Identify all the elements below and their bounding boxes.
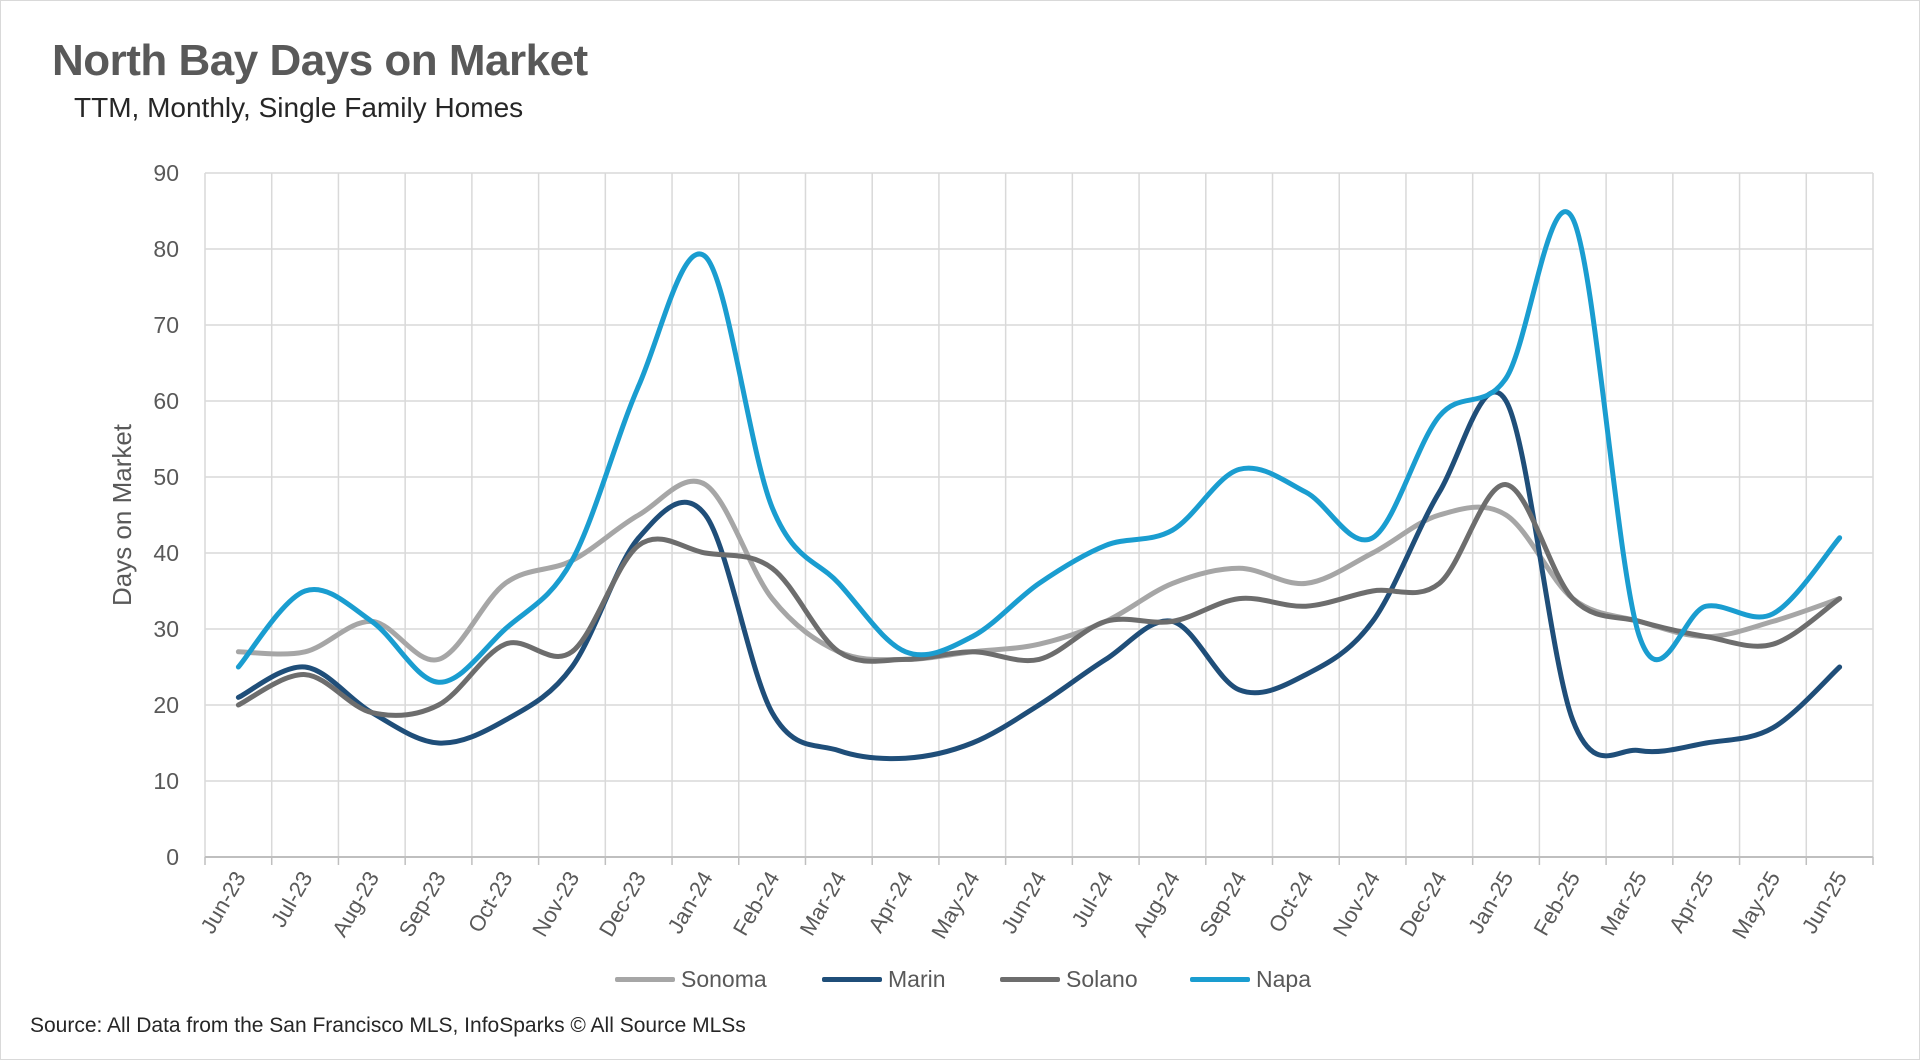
x-tick-label: Aug-23 xyxy=(327,867,384,941)
series-line-marin xyxy=(235,389,1843,762)
x-tick-label: Nov-24 xyxy=(1328,867,1385,941)
legend-swatch xyxy=(822,976,882,982)
x-tick-label: Mar-25 xyxy=(1595,867,1651,940)
chart-legend: Sonoma Marin Solano Napa xyxy=(0,962,1920,996)
y-tick-label: 70 xyxy=(153,312,179,338)
grid-lines xyxy=(204,172,1874,865)
legend-item-marin: Marin xyxy=(822,962,946,996)
y-tick-label: 80 xyxy=(153,236,179,262)
legend-label: Sonoma xyxy=(681,965,767,992)
x-tick-label: Nov-23 xyxy=(527,867,584,941)
x-tick-label: Jun-23 xyxy=(195,867,250,938)
source-note: Source: All Data from the San Francisco … xyxy=(30,1014,746,1037)
x-tick-label: Dec-24 xyxy=(1395,867,1452,941)
x-tick-label: Aug-24 xyxy=(1128,867,1185,941)
x-tick-label: Jan-24 xyxy=(662,867,717,938)
x-tick-label: May-24 xyxy=(926,867,984,943)
series-lines xyxy=(235,209,1843,762)
legend-item-solano: Solano xyxy=(1000,962,1138,996)
series-line-napa xyxy=(235,209,1843,685)
x-tick-label: Feb-25 xyxy=(1529,867,1586,940)
x-tick-label: Apr-25 xyxy=(1664,867,1719,937)
y-tick-label: 40 xyxy=(153,540,179,566)
legend-label: Solano xyxy=(1066,965,1138,992)
y-tick-label: 0 xyxy=(166,844,179,870)
y-tick-label: 20 xyxy=(153,692,179,718)
x-tick-label: Apr-24 xyxy=(863,867,918,937)
x-tick-label: May-25 xyxy=(1727,867,1785,943)
x-tick-label: Dec-23 xyxy=(594,867,651,941)
legend-swatch xyxy=(615,976,675,982)
y-tick-label: 10 xyxy=(153,768,179,794)
y-tick-label: 30 xyxy=(153,616,179,642)
series-line-solano xyxy=(235,482,1843,718)
x-tick-label: Oct-24 xyxy=(1264,867,1319,937)
legend-swatch xyxy=(1190,976,1250,982)
legend-item-napa: Napa xyxy=(1190,962,1311,996)
x-tick-label: Jan-25 xyxy=(1463,867,1518,938)
y-tick-label: 50 xyxy=(153,464,179,490)
x-tick-label: Sep-23 xyxy=(394,867,451,941)
x-tick-label: Mar-24 xyxy=(795,867,851,940)
legend-label: Napa xyxy=(1256,965,1311,992)
x-axis-ticks: Jun-23 Jul-23 Aug-23 Sep-23 Oct-23 Nov-23 Dec-… xyxy=(195,867,1852,943)
legend-swatch xyxy=(1000,976,1060,982)
y-axis-label: Days on Market xyxy=(107,423,137,606)
chart-title: North Bay Days on Market xyxy=(52,36,588,85)
y-axis-ticks: 0 10 20 30 40 50 60 70 80 90 xyxy=(153,160,179,870)
legend-item-sonoma: Sonoma xyxy=(615,962,767,996)
series-line-sonoma xyxy=(235,478,1843,663)
legend-label: Marin xyxy=(888,965,946,992)
x-tick-label: Sep-24 xyxy=(1194,867,1251,941)
x-tick-label: Jul-23 xyxy=(266,867,318,931)
x-tick-label: Jun-24 xyxy=(996,867,1051,938)
y-tick-label: 60 xyxy=(153,388,179,414)
chart-subtitle: TTM, Monthly, Single Family Homes xyxy=(74,92,524,123)
x-tick-label: Jul-24 xyxy=(1066,867,1118,931)
y-tick-label: 90 xyxy=(153,160,179,186)
x-tick-label: Oct-23 xyxy=(463,867,518,937)
x-tick-label: Jun-25 xyxy=(1797,867,1852,938)
x-tick-label: Feb-24 xyxy=(728,867,785,940)
